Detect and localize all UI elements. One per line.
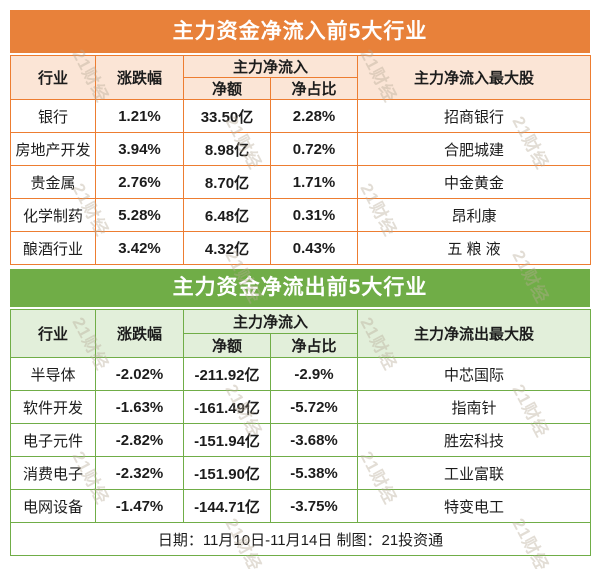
industry-cell: 房地产开发 (10, 132, 96, 166)
net-ratio-cell: -3.68% (269, 423, 359, 457)
col-header-top-stock: 主力净流入最大股 (357, 55, 592, 100)
top-stock-cell: 特变电工 (357, 489, 592, 523)
net-amount-cell: 4.32亿 (183, 231, 271, 265)
col-header-change: 涨跌幅 (95, 309, 184, 358)
net-ratio-cell: -2.9% (269, 357, 359, 391)
table-row: 电子元件 -2.82% -151.94亿 -3.68% 胜宏科技 (10, 423, 592, 457)
net-ratio-cell: -5.72% (269, 390, 359, 424)
net-ratio-cell: 0.43% (269, 231, 359, 265)
net-amount-cell: -151.90亿 (183, 456, 271, 490)
change-cell: -2.82% (95, 423, 184, 457)
col-header-industry: 行业 (10, 55, 96, 100)
change-cell: 2.76% (95, 165, 184, 199)
industry-cell: 软件开发 (10, 390, 96, 424)
net-ratio-cell: 0.72% (269, 132, 359, 166)
col-header-industry: 行业 (10, 309, 96, 358)
net-amount-cell: -151.94亿 (183, 423, 271, 457)
top-stock-cell: 指南针 (357, 390, 592, 424)
infographic: 主力资金净流入前5大行业 行业 涨跌幅 主力净流入 主力净流入最大股 净额 净占… (9, 0, 592, 556)
date-credit-note: 日期：11月10日-11月14日 制图：21投资通 (9, 522, 592, 556)
net-amount-cell: -211.92亿 (183, 357, 271, 391)
industry-cell: 银行 (10, 99, 96, 133)
top-stock-cell: 中金黄金 (357, 165, 592, 199)
col-header-change: 涨跌幅 (95, 55, 184, 100)
net-amount-cell: 8.98亿 (183, 132, 271, 166)
net-ratio-cell: 0.31% (269, 198, 359, 232)
industry-cell: 贵金属 (10, 165, 96, 199)
outflow-table-header: 行业 涨跌幅 主力净流入 主力净流出最大股 净额 净占比 (10, 309, 592, 358)
col-header-net-amount: 净额 (183, 77, 271, 100)
change-cell: 3.94% (95, 132, 184, 166)
col-header-net-amount: 净额 (183, 333, 271, 358)
table-row: 电网设备 -1.47% -144.71亿 -3.75% 特变电工 (10, 489, 592, 523)
change-cell: -2.02% (95, 357, 184, 391)
industry-cell: 电子元件 (10, 423, 96, 457)
inflow-table: 行业 涨跌幅 主力净流入 主力净流入最大股 净额 净占比 银行 1.21% 33… (10, 55, 592, 265)
outflow-title-banner: 主力资金净流出前5大行业 (10, 269, 590, 307)
change-cell: -1.63% (95, 390, 184, 424)
net-amount-cell: 33.50亿 (183, 99, 271, 133)
net-ratio-cell: -3.75% (269, 489, 359, 523)
industry-cell: 酿酒行业 (10, 231, 96, 265)
table-row: 酿酒行业 3.42% 4.32亿 0.43% 五 粮 液 (10, 231, 592, 265)
top-stock-cell: 工业富联 (357, 456, 592, 490)
change-cell: -1.47% (95, 489, 184, 523)
top-stock-cell: 中芯国际 (357, 357, 592, 391)
col-header-net-ratio: 净占比 (269, 77, 359, 100)
inflow-title-banner: 主力资金净流入前5大行业 (10, 10, 590, 53)
change-cell: 3.42% (95, 231, 184, 265)
net-ratio-cell: 1.71% (269, 165, 359, 199)
col-header-top-stock: 主力净流出最大股 (357, 309, 592, 358)
net-ratio-cell: -5.38% (269, 456, 359, 490)
industry-cell: 电网设备 (10, 489, 96, 523)
net-amount-cell: 8.70亿 (183, 165, 271, 199)
top-stock-cell: 五 粮 液 (357, 231, 592, 265)
change-cell: -2.32% (95, 456, 184, 490)
inflow-table-header: 行业 涨跌幅 主力净流入 主力净流入最大股 净额 净占比 (10, 55, 592, 100)
net-ratio-cell: 2.28% (269, 99, 359, 133)
industry-cell: 半导体 (10, 357, 96, 391)
table-row: 房地产开发 3.94% 8.98亿 0.72% 合肥城建 (10, 132, 592, 166)
col-header-net-ratio: 净占比 (269, 333, 359, 358)
net-amount-cell: 6.48亿 (183, 198, 271, 232)
col-header-netflow-group: 主力净流入 (182, 309, 359, 334)
outflow-table: 行业 涨跌幅 主力净流入 主力净流出最大股 净额 净占比 半导体 -2.02% … (9, 309, 592, 556)
table-row: 半导体 -2.02% -211.92亿 -2.9% 中芯国际 (10, 357, 592, 391)
table-row: 化学制药 5.28% 6.48亿 0.31% 昂利康 (10, 198, 592, 232)
net-amount-cell: -144.71亿 (183, 489, 271, 523)
change-cell: 5.28% (95, 198, 184, 232)
top-stock-cell: 招商银行 (357, 99, 592, 133)
col-header-netflow-group: 主力净流入 (182, 55, 359, 78)
change-cell: 1.21% (95, 99, 184, 133)
table-row: 消费电子 -2.32% -151.90亿 -5.38% 工业富联 (10, 456, 592, 490)
table-row: 软件开发 -1.63% -161.49亿 -5.72% 指南针 (10, 390, 592, 424)
net-amount-cell: -161.49亿 (183, 390, 271, 424)
table-row: 贵金属 2.76% 8.70亿 1.71% 中金黄金 (10, 165, 592, 199)
table-row: 银行 1.21% 33.50亿 2.28% 招商银行 (10, 99, 592, 133)
industry-cell: 化学制药 (10, 198, 96, 232)
top-stock-cell: 合肥城建 (357, 132, 592, 166)
industry-cell: 消费电子 (10, 456, 96, 490)
top-stock-cell: 胜宏科技 (357, 423, 592, 457)
top-stock-cell: 昂利康 (357, 198, 592, 232)
footer-row: 日期：11月10日-11月14日 制图：21投资通 (9, 522, 592, 556)
